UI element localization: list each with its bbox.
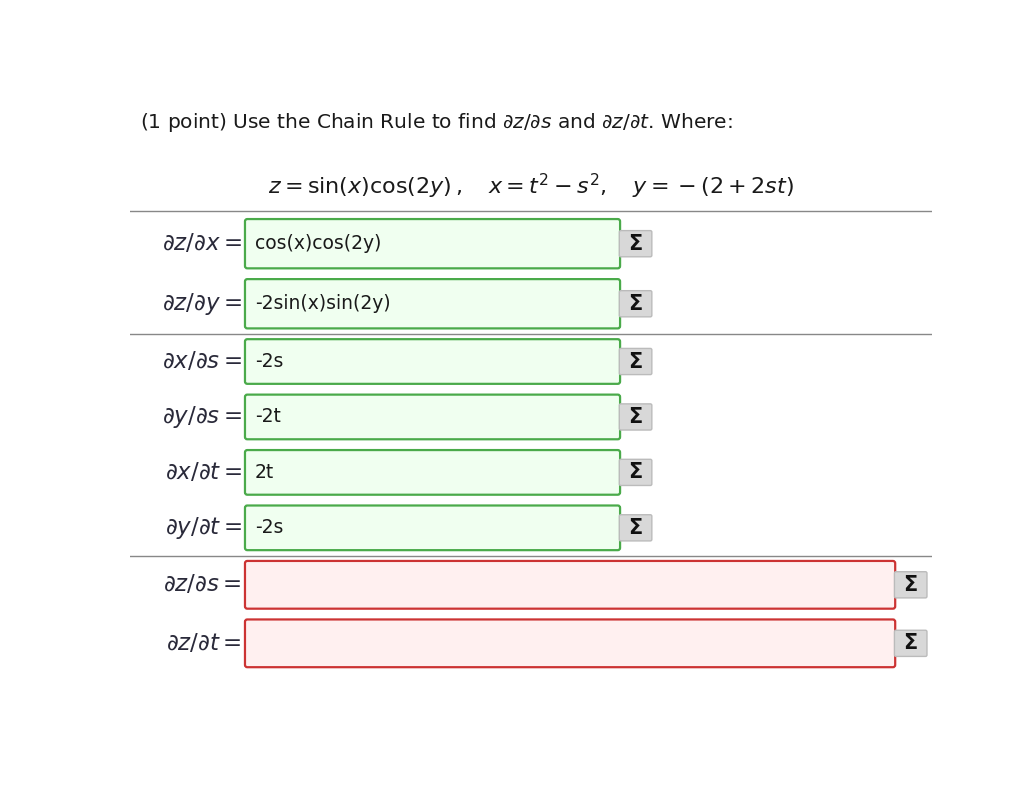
FancyBboxPatch shape [244,395,621,439]
FancyBboxPatch shape [620,515,652,541]
Text: $\mathbf{\Sigma}$: $\mathbf{\Sigma}$ [628,462,643,483]
FancyBboxPatch shape [244,561,895,608]
Text: $z = \sin(x)\cos(2y)\,,\quad x = t^2 - s^2,\quad y = -(2+2st)$: $z = \sin(x)\cos(2y)\,,\quad x = t^2 - s… [268,171,794,200]
Text: $\partial x/\partial s =$: $\partial x/\partial s =$ [162,350,241,373]
Text: $\mathbf{\Sigma}$: $\mathbf{\Sigma}$ [903,634,918,653]
Text: $\mathbf{\Sigma}$: $\mathbf{\Sigma}$ [628,407,643,427]
Text: -2s: -2s [255,352,284,371]
FancyBboxPatch shape [244,340,621,384]
Text: $\partial z/\partial y =$: $\partial z/\partial y =$ [162,291,241,317]
Text: $\mathbf{\Sigma}$: $\mathbf{\Sigma}$ [628,351,643,372]
Text: cos(x)cos(2y): cos(x)cos(2y) [255,234,381,253]
Text: -2s: -2s [255,518,284,538]
FancyBboxPatch shape [244,279,621,329]
Text: $\partial z/\partial t =$: $\partial z/\partial t =$ [167,632,241,655]
FancyBboxPatch shape [620,291,652,317]
Text: $\mathbf{\Sigma}$: $\mathbf{\Sigma}$ [628,233,643,254]
FancyBboxPatch shape [244,505,621,550]
FancyBboxPatch shape [244,450,621,494]
Text: $\partial y/\partial s =$: $\partial y/\partial s =$ [162,404,241,430]
Text: $\partial x/\partial t =$: $\partial x/\partial t =$ [165,461,241,484]
Text: $\partial z/\partial x =$: $\partial z/\partial x =$ [162,232,241,255]
Text: 2t: 2t [255,463,275,482]
Text: $\mathbf{\Sigma}$: $\mathbf{\Sigma}$ [628,518,643,538]
FancyBboxPatch shape [244,619,895,667]
FancyBboxPatch shape [620,348,652,375]
Text: -2sin(x)sin(2y): -2sin(x)sin(2y) [255,294,391,314]
FancyBboxPatch shape [244,219,621,268]
Text: (1 point) Use the Chain Rule to find $\partial z/\partial s$ and $\partial z/\pa: (1 point) Use the Chain Rule to find $\p… [140,112,732,134]
FancyBboxPatch shape [620,230,652,257]
FancyBboxPatch shape [894,571,927,598]
FancyBboxPatch shape [894,630,927,656]
Text: $\partial z/\partial s =$: $\partial z/\partial s =$ [164,573,241,597]
Text: -2t: -2t [255,407,281,427]
Text: $\partial y/\partial t =$: $\partial y/\partial t =$ [165,515,241,541]
FancyBboxPatch shape [620,404,652,430]
Text: $\mathbf{\Sigma}$: $\mathbf{\Sigma}$ [628,294,643,314]
FancyBboxPatch shape [620,459,652,486]
Text: $\mathbf{\Sigma}$: $\mathbf{\Sigma}$ [903,575,918,595]
